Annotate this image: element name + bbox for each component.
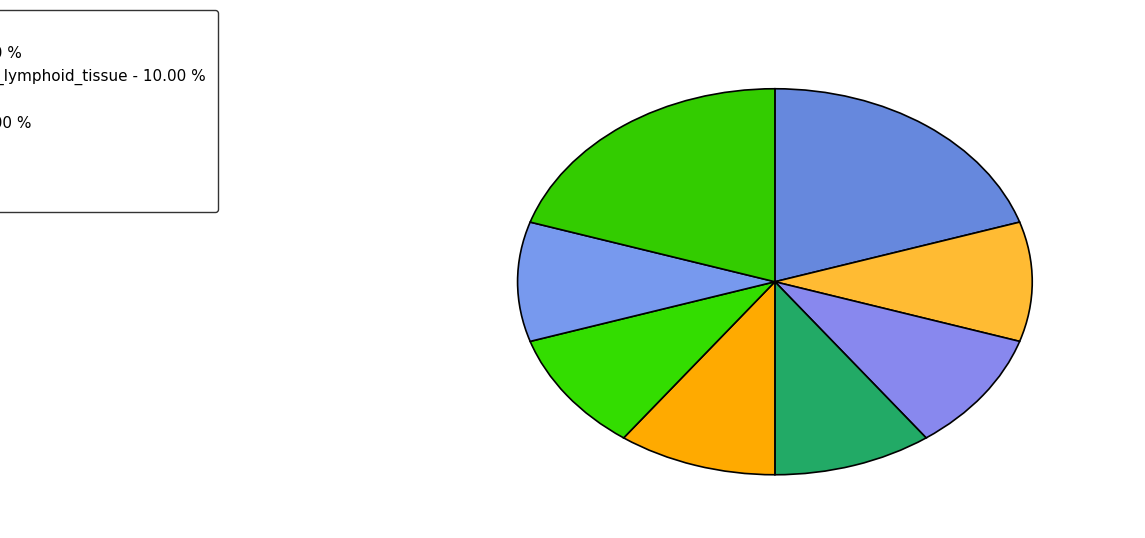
Wedge shape <box>530 282 775 438</box>
Wedge shape <box>775 282 1020 438</box>
Wedge shape <box>624 282 775 475</box>
Wedge shape <box>530 89 775 282</box>
Wedge shape <box>775 89 1020 282</box>
Wedge shape <box>775 282 926 475</box>
Wedge shape <box>518 222 775 342</box>
Wedge shape <box>775 222 1033 342</box>
Legend: breast - 20.00 %, endometrium - 20.00 %, haematopoietic_and_lymphoid_tissue - 10: breast - 20.00 %, endometrium - 20.00 %,… <box>0 10 219 213</box>
